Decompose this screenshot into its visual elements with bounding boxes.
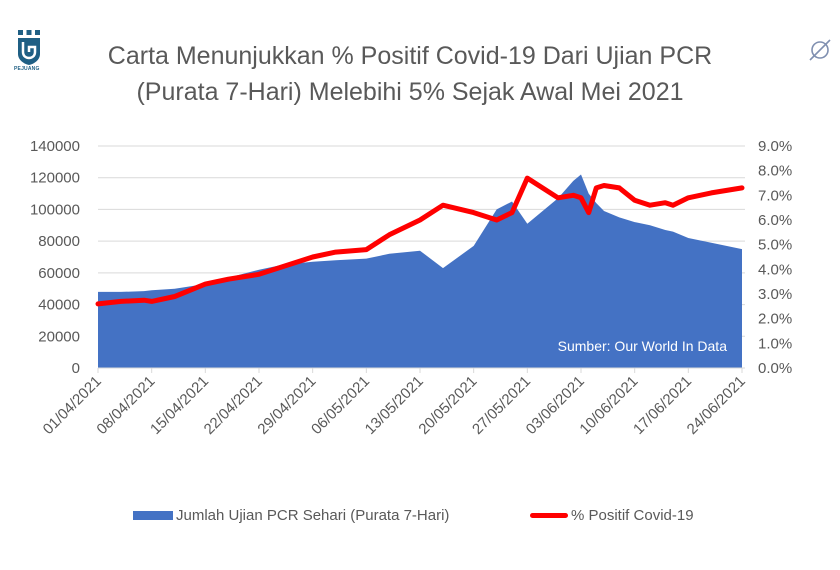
chart-title-line-2: (Purata 7-Hari) Melebihi 5% Sejak Awal M… [136, 78, 684, 106]
source-annotation: Sumber: Our World In Data [558, 338, 728, 354]
legend-area-swatch-icon [133, 511, 173, 520]
svg-text:40000: 40000 [38, 297, 80, 314]
legend-line-swatch-icon [530, 513, 568, 518]
svg-text:7.0%: 7.0% [758, 187, 792, 204]
legend-label: Jumlah Ujian PCR Sehari (Purata 7-Hari) [176, 507, 450, 524]
logo-text: PEJUANG [14, 66, 40, 72]
legend-label: % Positif Covid-19 [571, 507, 694, 524]
svg-text:2.0%: 2.0% [758, 311, 792, 328]
x-axis: 01/04/202108/04/202115/04/202122/04/2021… [40, 367, 749, 438]
svg-text:3.0%: 3.0% [758, 286, 792, 303]
svg-text:8.0%: 8.0% [758, 163, 792, 180]
svg-text:0.0%: 0.0% [758, 360, 792, 377]
svg-text:4.0%: 4.0% [758, 261, 792, 278]
legend-item-pcr-tests: Jumlah Ujian PCR Sehari (Purata 7-Hari) [133, 507, 449, 524]
svg-text:9.0%: 9.0% [758, 138, 792, 155]
legend-item-positivity: % Positif Covid-19 [530, 507, 694, 524]
svg-text:60000: 60000 [38, 265, 80, 282]
svg-text:24/06/2021: 24/06/2021 [684, 373, 749, 438]
chart-title: Carta Menunjukkan % Positif Covid-19 Dar… [60, 38, 760, 110]
svg-text:0: 0 [72, 360, 80, 377]
svg-text:20000: 20000 [38, 328, 80, 345]
left-y-axis-ticks: 0 20000 40000 60000 80000 100000 120000 140000 [30, 138, 80, 377]
svg-text:140000: 140000 [30, 138, 80, 155]
empty-set-icon [809, 39, 831, 61]
positivity-line-series [95, 175, 745, 307]
svg-text:1.0%: 1.0% [758, 335, 792, 352]
pcr-tests-area-series [98, 174, 742, 368]
svg-text:120000: 120000 [30, 170, 80, 187]
svg-text:6.0%: 6.0% [758, 212, 792, 229]
combo-area-line-chart: 020000400006000080000100000120000140000 … [30, 138, 792, 438]
right-y-axis-ticks: 0.0% 1.0% 2.0% 3.0% 4.0% 5.0% 6.0% 7.0% 8.0% 9.0% [758, 138, 792, 377]
svg-text:5.0%: 5.0% [758, 237, 792, 254]
svg-text:80000: 80000 [38, 233, 80, 250]
svg-text:100000: 100000 [30, 201, 80, 218]
chart-legend: Jumlah Ujian PCR Sehari (Purata 7-Hari) … [0, 507, 840, 529]
pejuang-shield-logo-icon [18, 30, 40, 65]
chart-title-line-1: Carta Menunjukkan % Positif Covid-19 Dar… [107, 42, 713, 70]
